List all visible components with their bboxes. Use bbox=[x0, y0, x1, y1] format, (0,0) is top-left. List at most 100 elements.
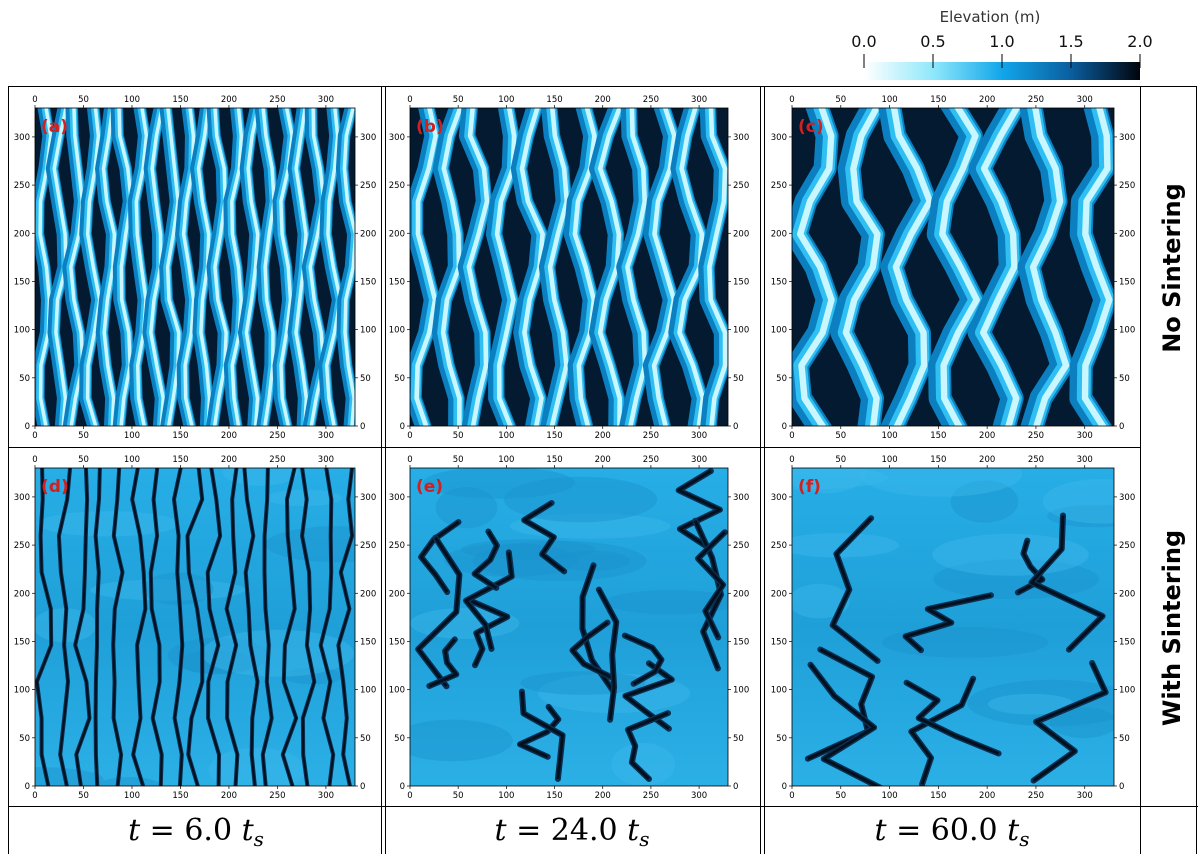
dune-crest bbox=[117, 108, 133, 426]
row-label-with-sintering: With Sintering bbox=[1158, 530, 1186, 726]
colorbar-tick-label: 0.5 bbox=[920, 32, 945, 51]
x-tick-label-bottom: 300 bbox=[318, 431, 334, 441]
surface-patch bbox=[792, 468, 866, 494]
x-tick-label-bottom: 0 bbox=[407, 791, 412, 801]
elevation-map bbox=[410, 108, 728, 426]
elevation-map bbox=[792, 468, 1114, 786]
y-tick-label-left: 200 bbox=[771, 589, 787, 599]
dune-crest bbox=[225, 468, 239, 786]
panel-label: (d) bbox=[41, 477, 69, 497]
dune-crest bbox=[831, 517, 879, 663]
x-tick-label-top: 150 bbox=[546, 455, 562, 465]
surface-patch bbox=[859, 468, 1023, 497]
x-tick-label-top: 100 bbox=[498, 455, 514, 465]
y-tick-label-right: 250 bbox=[1119, 541, 1135, 551]
dune-crest bbox=[416, 536, 461, 688]
dune-crest bbox=[261, 468, 273, 786]
y-tick-label-left: 0 bbox=[782, 782, 787, 792]
y-tick-label-right: 0 bbox=[360, 422, 365, 432]
dune-crest bbox=[337, 468, 354, 786]
panel-label: (e) bbox=[416, 477, 443, 497]
dune-crest bbox=[624, 634, 663, 686]
y-tick-label-right: 150 bbox=[360, 277, 376, 287]
dune-crest bbox=[243, 468, 259, 786]
x-tick-label-bottom: 200 bbox=[595, 431, 611, 441]
y-tick-label-right: 300 bbox=[1119, 133, 1135, 143]
dune-crest bbox=[324, 108, 343, 426]
surface-patch bbox=[208, 747, 306, 786]
x-tick-label-top: 250 bbox=[643, 455, 659, 465]
panel-label: (c) bbox=[798, 117, 824, 137]
dune-crest bbox=[74, 468, 91, 786]
y-tick-label-left: 300 bbox=[771, 133, 787, 143]
dune-crest bbox=[571, 621, 614, 680]
surface-patch bbox=[520, 671, 646, 695]
y-tick-label-right: 0 bbox=[733, 422, 738, 432]
y-tick-label-left: 250 bbox=[14, 181, 30, 191]
y-tick-label-left: 200 bbox=[14, 589, 30, 599]
x-tick-label-top: 200 bbox=[221, 95, 237, 105]
x-tick-label-bottom: 200 bbox=[595, 791, 611, 801]
y-tick-label-left: 100 bbox=[389, 686, 405, 696]
surface-patch bbox=[435, 486, 498, 529]
dune-crest bbox=[466, 108, 490, 426]
x-tick-label-top: 50 bbox=[835, 455, 846, 465]
dune-crest bbox=[890, 108, 933, 426]
x-tick-label-top: 50 bbox=[453, 95, 464, 105]
y-tick-label-left: 50 bbox=[19, 374, 30, 384]
elevation-map bbox=[35, 468, 355, 786]
y-tick-label-left: 300 bbox=[771, 493, 787, 503]
y-tick-label-right: 150 bbox=[360, 637, 376, 647]
y-tick-label-right: 100 bbox=[733, 686, 749, 696]
x-tick-label-bottom: 250 bbox=[269, 791, 285, 801]
x-tick-label-bottom: 100 bbox=[498, 791, 514, 801]
x-tick-label-bottom: 50 bbox=[78, 431, 89, 441]
dune-crest bbox=[165, 108, 181, 426]
y-tick-label-left: 200 bbox=[14, 229, 30, 239]
dune-crest bbox=[522, 501, 566, 573]
x-tick-label-top: 300 bbox=[691, 455, 707, 465]
y-tick-label-left: 300 bbox=[389, 493, 405, 503]
y-tick-label-right: 50 bbox=[1119, 734, 1130, 744]
y-tick-label-right: 200 bbox=[733, 229, 749, 239]
surface-patch bbox=[932, 533, 1089, 576]
y-tick-label-left: 250 bbox=[14, 541, 30, 551]
surface-patch bbox=[551, 550, 631, 571]
y-tick-label-right: 0 bbox=[733, 782, 738, 792]
dune-crest bbox=[1081, 108, 1113, 426]
plot-frame bbox=[791, 107, 1115, 427]
surface-patch bbox=[37, 511, 179, 537]
x-tick-label-bottom: 200 bbox=[221, 791, 237, 801]
dune-crest bbox=[939, 108, 980, 426]
elevation-map bbox=[792, 108, 1114, 426]
y-tick-label-left: 200 bbox=[771, 229, 787, 239]
colorbar-tick-label: 1.5 bbox=[1058, 32, 1083, 51]
y-tick-label-left: 150 bbox=[14, 637, 30, 647]
dune-crest bbox=[651, 108, 677, 426]
plot-frame bbox=[34, 107, 356, 427]
x-tick-label-bottom: 300 bbox=[1077, 431, 1093, 441]
surface-patch bbox=[222, 468, 299, 486]
y-tick-label-left: 0 bbox=[25, 422, 30, 432]
x-tick-label-bottom: 250 bbox=[643, 791, 659, 801]
x-tick-label-top: 300 bbox=[1077, 455, 1093, 465]
surface-patch bbox=[604, 590, 728, 615]
y-tick-label-right: 200 bbox=[360, 589, 376, 599]
elevation-map bbox=[410, 468, 728, 786]
time-label-col-1: t = 6.0 ts bbox=[128, 813, 264, 851]
y-tick-label-left: 250 bbox=[771, 181, 787, 191]
x-tick-label-bottom: 0 bbox=[789, 791, 794, 801]
x-tick-label-top: 300 bbox=[691, 95, 707, 105]
y-tick-label-right: 100 bbox=[733, 326, 749, 336]
dune-crest bbox=[94, 468, 101, 786]
x-tick-label-top: 0 bbox=[407, 95, 412, 105]
x-tick-label-bottom: 150 bbox=[546, 431, 562, 441]
y-tick-label-right: 50 bbox=[733, 734, 744, 744]
x-tick-label-top: 250 bbox=[643, 95, 659, 105]
colorbar-tick-label: 1.0 bbox=[989, 32, 1014, 51]
x-tick-label-bottom: 50 bbox=[835, 431, 846, 441]
x-tick-label-top: 200 bbox=[595, 455, 611, 465]
dune-crest bbox=[707, 108, 728, 426]
